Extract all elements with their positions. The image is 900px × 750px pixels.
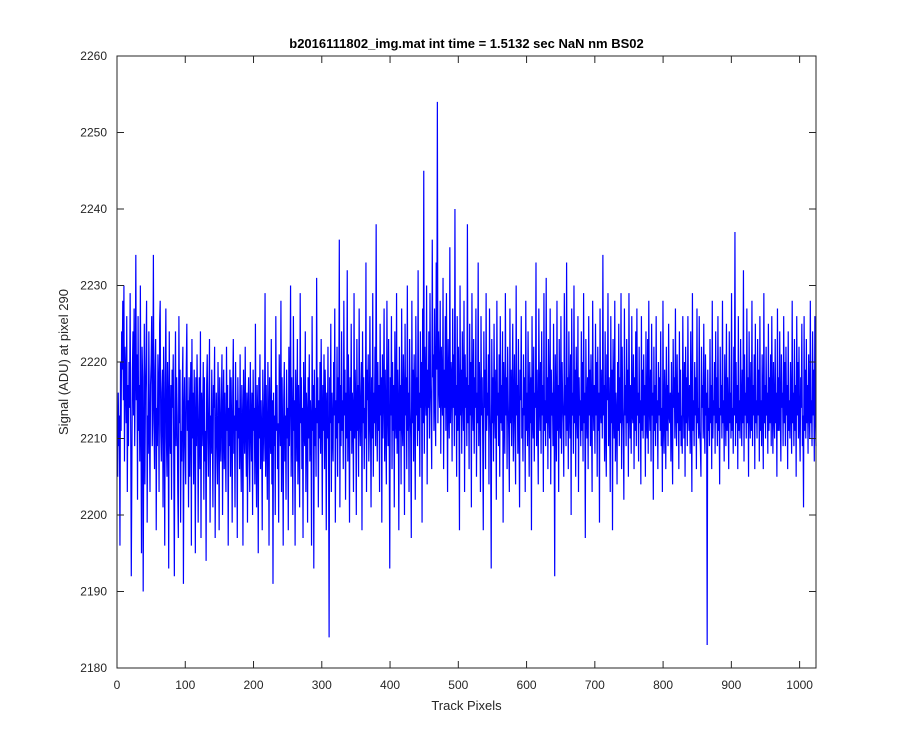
y-tick-label: 2210 — [80, 432, 107, 446]
y-tick-label: 2260 — [80, 49, 107, 63]
y-axis-title: Signal (ADU) at pixel 290 — [56, 289, 71, 435]
y-tick-label: 2200 — [80, 508, 107, 522]
y-tick-label: 2230 — [80, 279, 107, 293]
x-tick-label: 500 — [448, 678, 468, 692]
series-line — [117, 101, 817, 646]
chart-title: b2016111802_img.mat int time = 1.5132 se… — [289, 36, 643, 51]
x-tick-label: 400 — [380, 678, 400, 692]
y-tick-label: 2240 — [80, 202, 107, 216]
x-tick-label: 1000 — [786, 678, 813, 692]
x-tick-label: 100 — [175, 678, 195, 692]
y-tick-label: 2190 — [80, 585, 107, 599]
y-tick-label: 2220 — [80, 355, 107, 369]
ticks-layer: 0 100 200 300 400 500 600 700 800 900 1000 2180 2190… — [80, 49, 816, 692]
x-tick-label: 800 — [653, 678, 673, 692]
series-layer — [117, 101, 817, 646]
x-tick-label: 700 — [585, 678, 605, 692]
y-tick-label: 2180 — [80, 661, 107, 675]
x-tick-label: 300 — [312, 678, 332, 692]
x-tick-label: 200 — [244, 678, 264, 692]
x-tick-label: 600 — [517, 678, 537, 692]
x-tick-label: 0 — [114, 678, 121, 692]
y-tick-label: 2250 — [80, 126, 107, 140]
x-axis-title: Track Pixels — [431, 698, 502, 713]
x-tick-label: 900 — [721, 678, 741, 692]
